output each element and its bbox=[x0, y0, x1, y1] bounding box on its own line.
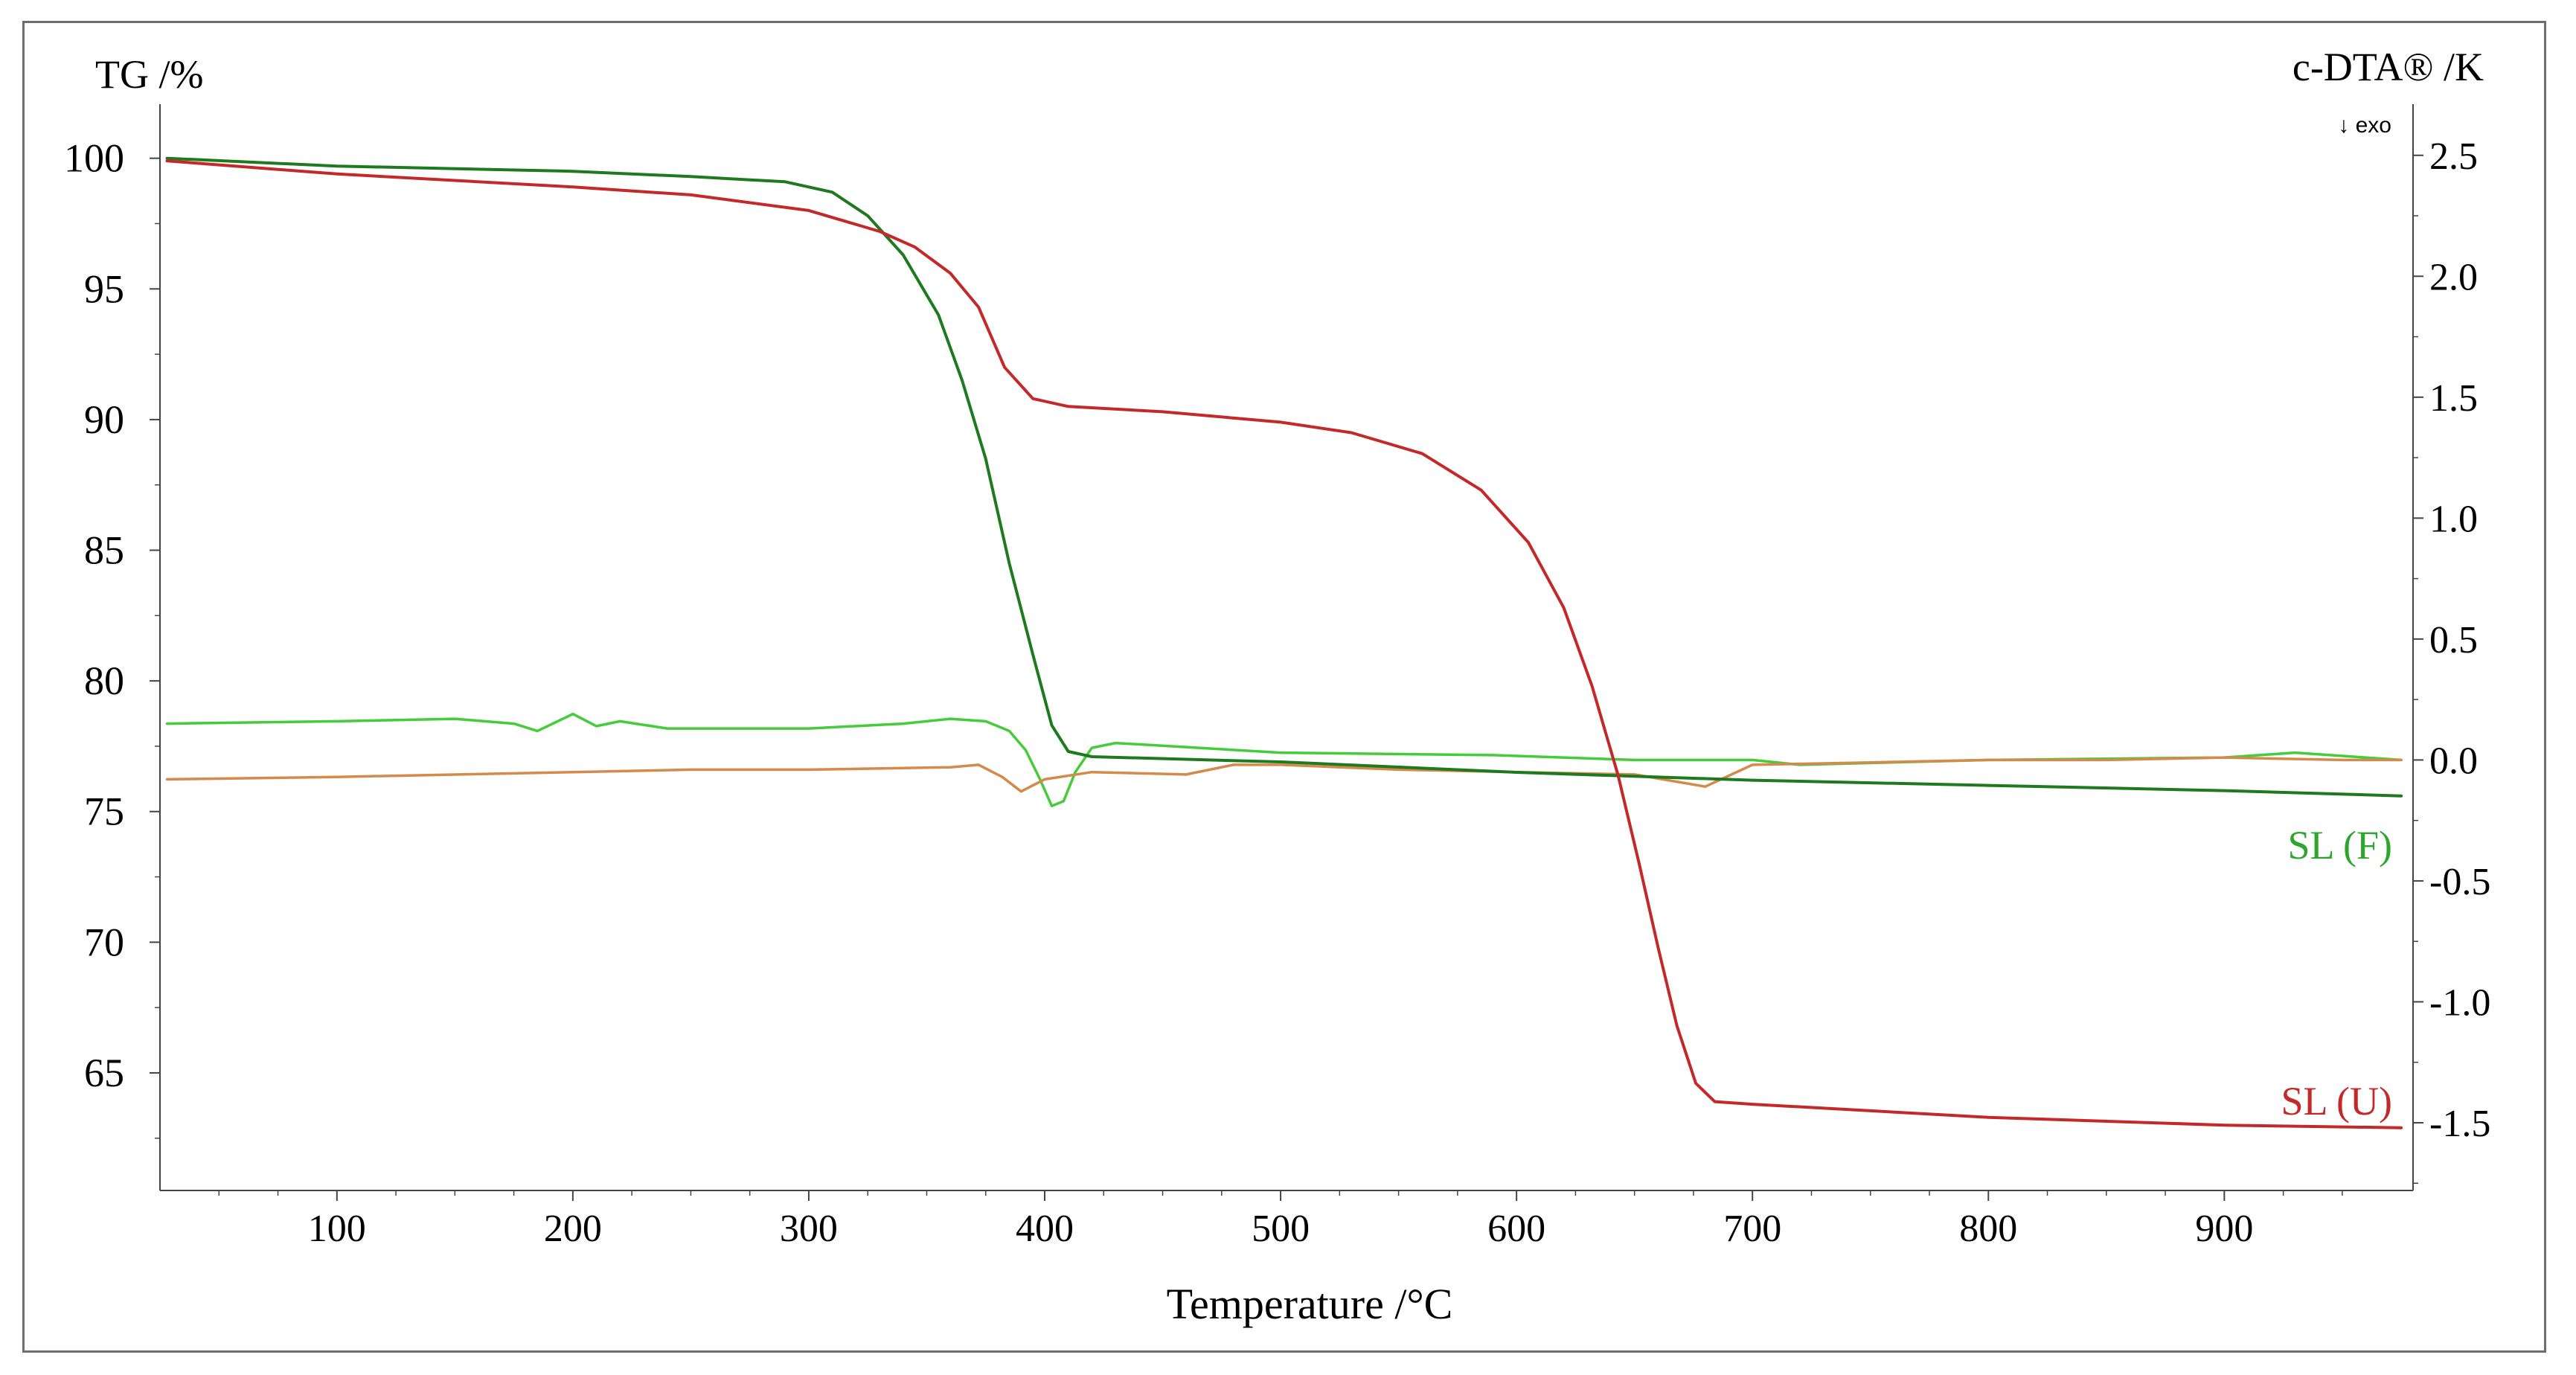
x-tick-label: 200 bbox=[544, 1208, 602, 1250]
tg-slu-line bbox=[165, 159, 2403, 1129]
y-right-tick-label: -1.0 bbox=[2429, 981, 2490, 1024]
y-right-tick-label: 2.5 bbox=[2429, 135, 2478, 178]
y-right-tick-label: -0.5 bbox=[2429, 861, 2490, 903]
x-tick-label: 700 bbox=[1723, 1208, 1781, 1250]
y-right-tick-label: -1.5 bbox=[2429, 1103, 2490, 1145]
y-left-tick-label: 100 bbox=[64, 136, 124, 181]
tg-slf-line bbox=[165, 156, 2403, 798]
exo-direction-note: ↓ exo bbox=[2338, 113, 2391, 138]
chart-frame bbox=[22, 21, 2546, 1353]
x-tick-label: 400 bbox=[1016, 1208, 1074, 1250]
series-label-sl-f: SL (F) bbox=[2287, 823, 2392, 868]
series-layer bbox=[165, 156, 2403, 1129]
x-tick-label: 900 bbox=[2195, 1208, 2253, 1250]
y-left-tick-label: 75 bbox=[84, 789, 124, 834]
y-left-tick-label: 70 bbox=[84, 920, 124, 964]
y-left-tick-label: 80 bbox=[84, 658, 124, 703]
y-right-tick-label: 0.0 bbox=[2429, 740, 2478, 782]
ticks: 100 200 300 400 500 600 700 800 900 100 95 90 85 80 75… bbox=[64, 135, 2490, 1250]
y-left-tick-label: 65 bbox=[84, 1051, 124, 1095]
x-tick-label: 300 bbox=[780, 1208, 838, 1250]
y-left-tick-label: 95 bbox=[84, 266, 124, 311]
y-right-axis-label: c-DTA® /K bbox=[2293, 45, 2484, 89]
y-right-tick-label: 0.5 bbox=[2429, 619, 2478, 661]
x-axis-label: Temperature /°C bbox=[1167, 1280, 1453, 1328]
axes bbox=[159, 104, 2414, 1191]
dta-curve-2-line bbox=[165, 712, 2403, 807]
y-right-tick-label: 1.0 bbox=[2429, 498, 2478, 540]
y-right-tick-label: 1.5 bbox=[2429, 377, 2478, 420]
y-left-axis-label: TG /% bbox=[95, 52, 203, 97]
y-left-tick-label: 85 bbox=[84, 528, 124, 573]
y-right-tick-label: 2.0 bbox=[2429, 256, 2478, 298]
x-tick-label: 500 bbox=[1252, 1208, 1310, 1250]
y-left-tick-label: 90 bbox=[84, 397, 124, 442]
dta-curve-3-line bbox=[165, 756, 2403, 793]
x-tick-label: 800 bbox=[1959, 1208, 2017, 1250]
series-label-sl-u: SL (U) bbox=[2281, 1079, 2392, 1124]
x-tick-label: 100 bbox=[308, 1208, 366, 1250]
x-tick-label: 600 bbox=[1487, 1208, 1545, 1250]
